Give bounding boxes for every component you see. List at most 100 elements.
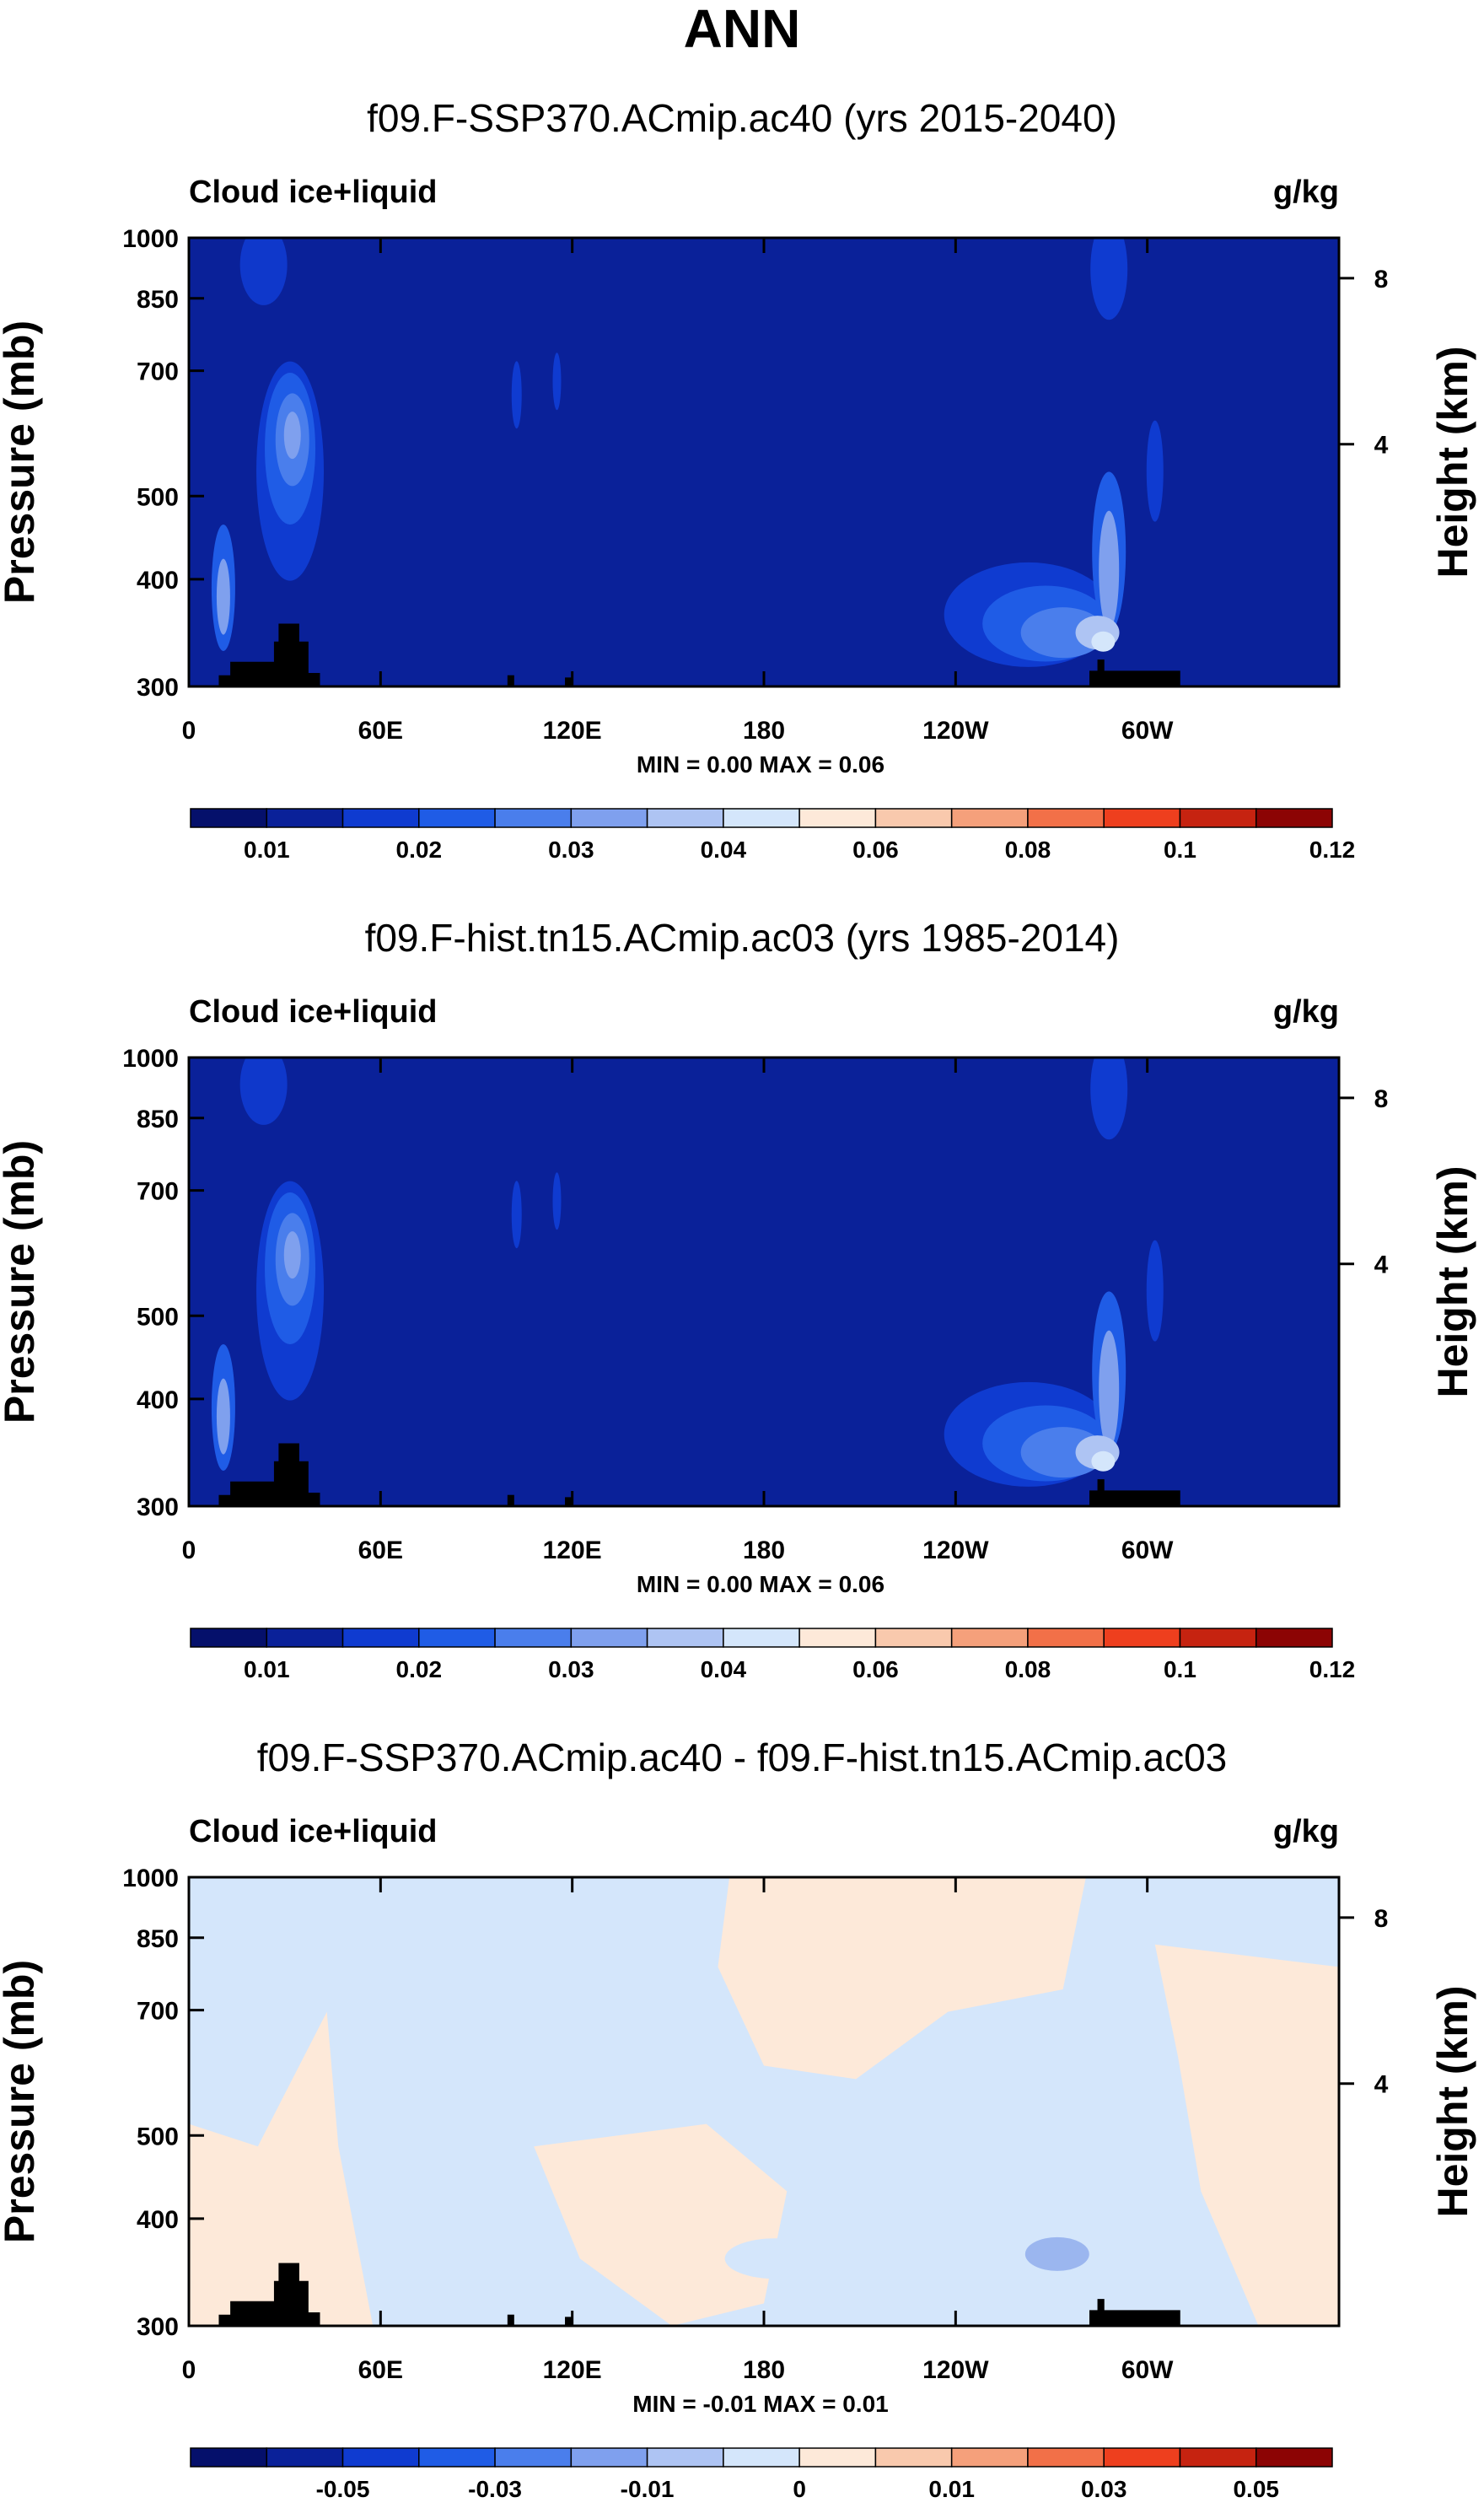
colorbar-swatch	[950, 808, 1029, 828]
upper-cloud-blob	[1090, 1058, 1128, 1140]
plot-background	[189, 238, 1339, 686]
colorbar-label: -0.03	[468, 2476, 522, 2502]
colorbar-label: 0.12	[1309, 1656, 1356, 1682]
negative-anomaly-region	[442, 1967, 604, 2192]
colorbar-swatch	[1179, 2447, 1257, 2468]
colorbar-swatch	[341, 1628, 420, 1648]
colorbar-swatch	[874, 1628, 953, 1648]
y-tick-label: 500	[137, 483, 179, 511]
panel-title: f09.F-SSP370.ACmip.ac40 (yrs 2015-2040)	[367, 96, 1117, 140]
contour-fills	[211, 238, 1180, 686]
min-max-stats: MIN = 0.00 MAX = 0.06	[637, 751, 884, 778]
colorbar-swatch	[950, 1628, 1029, 1648]
positive-anomaly-region	[189, 2011, 374, 2326]
colorbar-swatch	[723, 2447, 800, 2468]
y-tick-label: 400	[137, 567, 179, 595]
y-tick-label: 400	[137, 1386, 179, 1414]
colorbar-label: 0.01	[244, 1656, 290, 1682]
variable-label: Cloud ice+liquid	[189, 994, 438, 1030]
colorbar-swatch	[646, 2447, 724, 2468]
colorbar-swatch	[723, 808, 800, 828]
y-axis-label: Pressure (mb)	[0, 320, 43, 604]
mid-cloud-streak	[1146, 420, 1164, 522]
colorbar-swatch	[798, 808, 877, 828]
x-tick-label: 180	[743, 2356, 785, 2384]
colorbar-swatch	[1179, 1628, 1257, 1648]
colorbar-swatch	[1027, 2447, 1105, 2468]
colorbar-swatch	[1179, 808, 1257, 828]
land-mask-island	[507, 2314, 514, 2326]
negative-anomaly-region	[832, 2191, 1063, 2326]
colorbar-swatch	[418, 2447, 496, 2468]
colorbar-label: 0.01	[928, 2476, 975, 2502]
mid-cloud-streak	[511, 361, 522, 429]
colorbar-swatch	[874, 808, 953, 828]
y-tick-label: 850	[137, 286, 179, 314]
colorbar-swatch	[1255, 1628, 1333, 1648]
colorbar-swatch	[950, 2447, 1029, 2468]
figure-title: ANN	[684, 0, 801, 59]
colorbar-swatch	[874, 2447, 953, 2468]
land-mask-africa	[218, 2263, 320, 2326]
x-tick-label: 60E	[358, 717, 403, 745]
x-tick-label: 180	[743, 717, 785, 745]
colorbar-swatch	[418, 1628, 496, 1648]
mid-cloud-streak	[552, 353, 562, 411]
positive-anomaly-region	[718, 1877, 1086, 2080]
colorbar-swatch	[570, 1628, 648, 1648]
min-max-stats: MIN = 0.00 MAX = 0.06	[637, 1571, 884, 1597]
stratocumulus-deck	[1099, 510, 1120, 629]
y-tick-label: 850	[137, 1106, 179, 1133]
colorbar-label: 0.03	[1081, 2476, 1127, 2502]
plot-background	[189, 1058, 1339, 1506]
weak-negative-anomaly	[1024, 2236, 1089, 2271]
y-tick-label: 300	[137, 674, 179, 702]
x-tick-label: 120W	[922, 2356, 989, 2384]
colorbar-swatch	[190, 1628, 268, 1648]
colorbar-label: 0.04	[701, 837, 747, 863]
units-label: g/kg	[1273, 1814, 1339, 1849]
y-right-tick-label: 4	[1374, 1251, 1389, 1279]
colorbar-swatch	[1103, 808, 1181, 828]
units-label: g/kg	[1273, 175, 1339, 210]
variable-label: Cloud ice+liquid	[189, 175, 438, 210]
y-tick-label: 700	[137, 358, 179, 386]
land-mask-island	[507, 675, 514, 686]
panels: f09.F-SSP370.ACmip.ac40 (yrs 2015-2040) C…	[0, 96, 1476, 2502]
y-axis-label: Pressure (mb)	[0, 1140, 43, 1424]
mid-cloud-streak	[511, 1181, 522, 1249]
x-tick-label: 60W	[1121, 717, 1174, 745]
colorbar-label: 0.1	[1164, 1656, 1196, 1682]
x-tick-label: 120W	[922, 717, 989, 745]
land-mask-andes	[1089, 2299, 1180, 2326]
y-tick-label: 700	[137, 1998, 179, 2026]
cloud-plume-low	[216, 1378, 230, 1455]
land-mask-africa	[218, 623, 320, 686]
y-tick-label: 850	[137, 1925, 179, 1953]
contour-fills	[211, 1058, 1180, 1506]
y-tick-label: 1000	[122, 1865, 179, 1892]
min-max-stats: MIN = -0.01 MAX = 0.01	[632, 2391, 888, 2417]
units-label: g/kg	[1273, 994, 1339, 1030]
mid-cloud-streak	[552, 1172, 562, 1230]
cloud-plume-low	[216, 558, 230, 635]
y-right-tick-label: 8	[1374, 1085, 1389, 1113]
y-tick-label: 1000	[122, 225, 179, 253]
y-right-tick-label: 4	[1374, 432, 1389, 460]
colorbar-swatch	[1255, 2447, 1333, 2468]
x-tick-label: 60W	[1121, 2356, 1174, 2384]
negative-anomaly-region	[724, 2238, 826, 2279]
colorbar-swatch	[494, 1628, 573, 1648]
colorbar-swatch	[1103, 1628, 1181, 1648]
colorbar-swatch	[1027, 808, 1105, 828]
colorbar-swatch	[1103, 2447, 1181, 2468]
mid-cloud-streak	[1146, 1240, 1164, 1342]
y-axis-right-label: Height (km)	[1429, 1166, 1476, 1398]
cloud-plume-west	[283, 1231, 301, 1279]
colorbar-label: 0.02	[396, 1656, 443, 1682]
x-tick-label: 120E	[543, 2356, 602, 2384]
upper-cloud-blob	[1090, 238, 1128, 320]
colorbar-label: 0.05	[1233, 2476, 1279, 2502]
colorbar-label: 0.1	[1164, 837, 1196, 863]
